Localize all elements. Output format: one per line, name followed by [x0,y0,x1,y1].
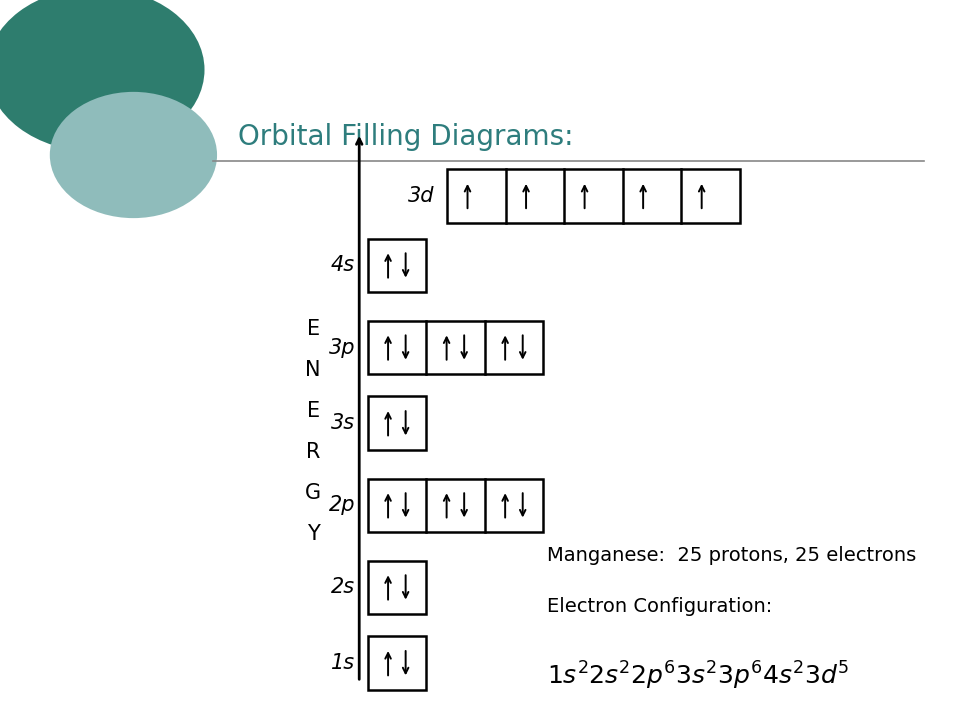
Text: 3p: 3p [328,338,355,358]
Text: E: E [306,318,320,338]
Bar [368,636,426,690]
Text: G: G [305,482,322,503]
Text: 1s: 1s [331,653,355,673]
Text: E: E [306,400,320,420]
Circle shape [0,0,204,152]
Text: Manganese:  25 protons, 25 electrons: Manganese: 25 protons, 25 electrons [547,546,917,565]
Text: 4s: 4s [331,256,355,276]
Text: 3s: 3s [331,413,355,433]
Bar [368,238,426,292]
Text: Orbital Filling Diagrams:: Orbital Filling Diagrams: [238,123,573,151]
Circle shape [50,92,217,218]
Bar [368,320,543,374]
Bar [368,397,426,450]
Text: 3d: 3d [408,186,435,206]
Text: R: R [306,441,321,462]
Text: Y: Y [307,523,320,544]
Text: N: N [305,359,321,379]
Text: $1s^22s^22p^63s^23p^64s^23d^5$: $1s^22s^22p^63s^23p^64s^23d^5$ [547,660,850,692]
Text: 2s: 2s [331,577,355,598]
Text: Electron Configuration:: Electron Configuration: [547,597,773,616]
Bar [368,561,426,614]
Bar [368,479,543,532]
Text: 2p: 2p [328,495,355,516]
Bar [447,169,740,223]
